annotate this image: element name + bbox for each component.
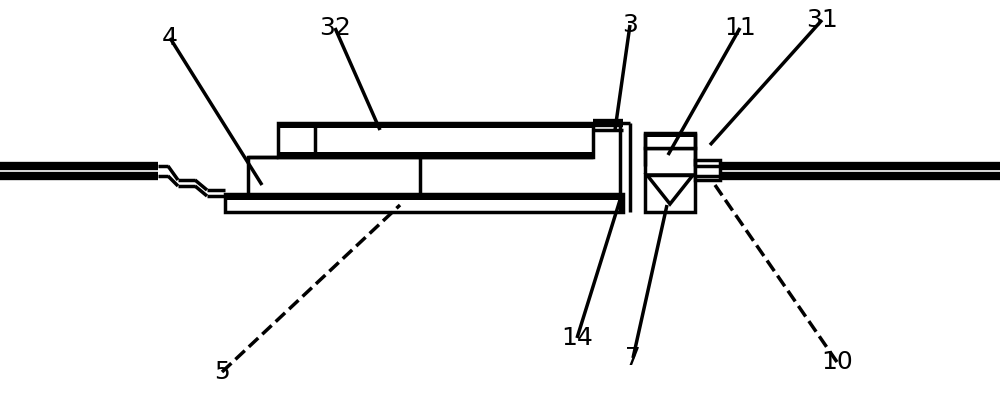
Text: 31: 31 [806, 8, 838, 32]
Text: 11: 11 [724, 16, 756, 40]
Bar [645, 133, 695, 137]
Text: 4: 4 [162, 26, 178, 50]
Bar [278, 123, 593, 157]
Bar [248, 157, 420, 194]
Bar [225, 194, 623, 212]
Text: 32: 32 [319, 16, 351, 40]
Bar [645, 133, 695, 148]
Text: 7: 7 [625, 346, 641, 370]
Text: 3: 3 [622, 13, 638, 37]
Text: 10: 10 [821, 350, 853, 374]
Text: 14: 14 [561, 326, 593, 350]
Bar [225, 194, 623, 200]
Text: 5: 5 [214, 360, 230, 384]
Polygon shape [647, 175, 693, 204]
Bar [278, 123, 593, 128]
Bar [278, 152, 593, 157]
Bar [695, 160, 720, 180]
Bar [645, 148, 695, 212]
